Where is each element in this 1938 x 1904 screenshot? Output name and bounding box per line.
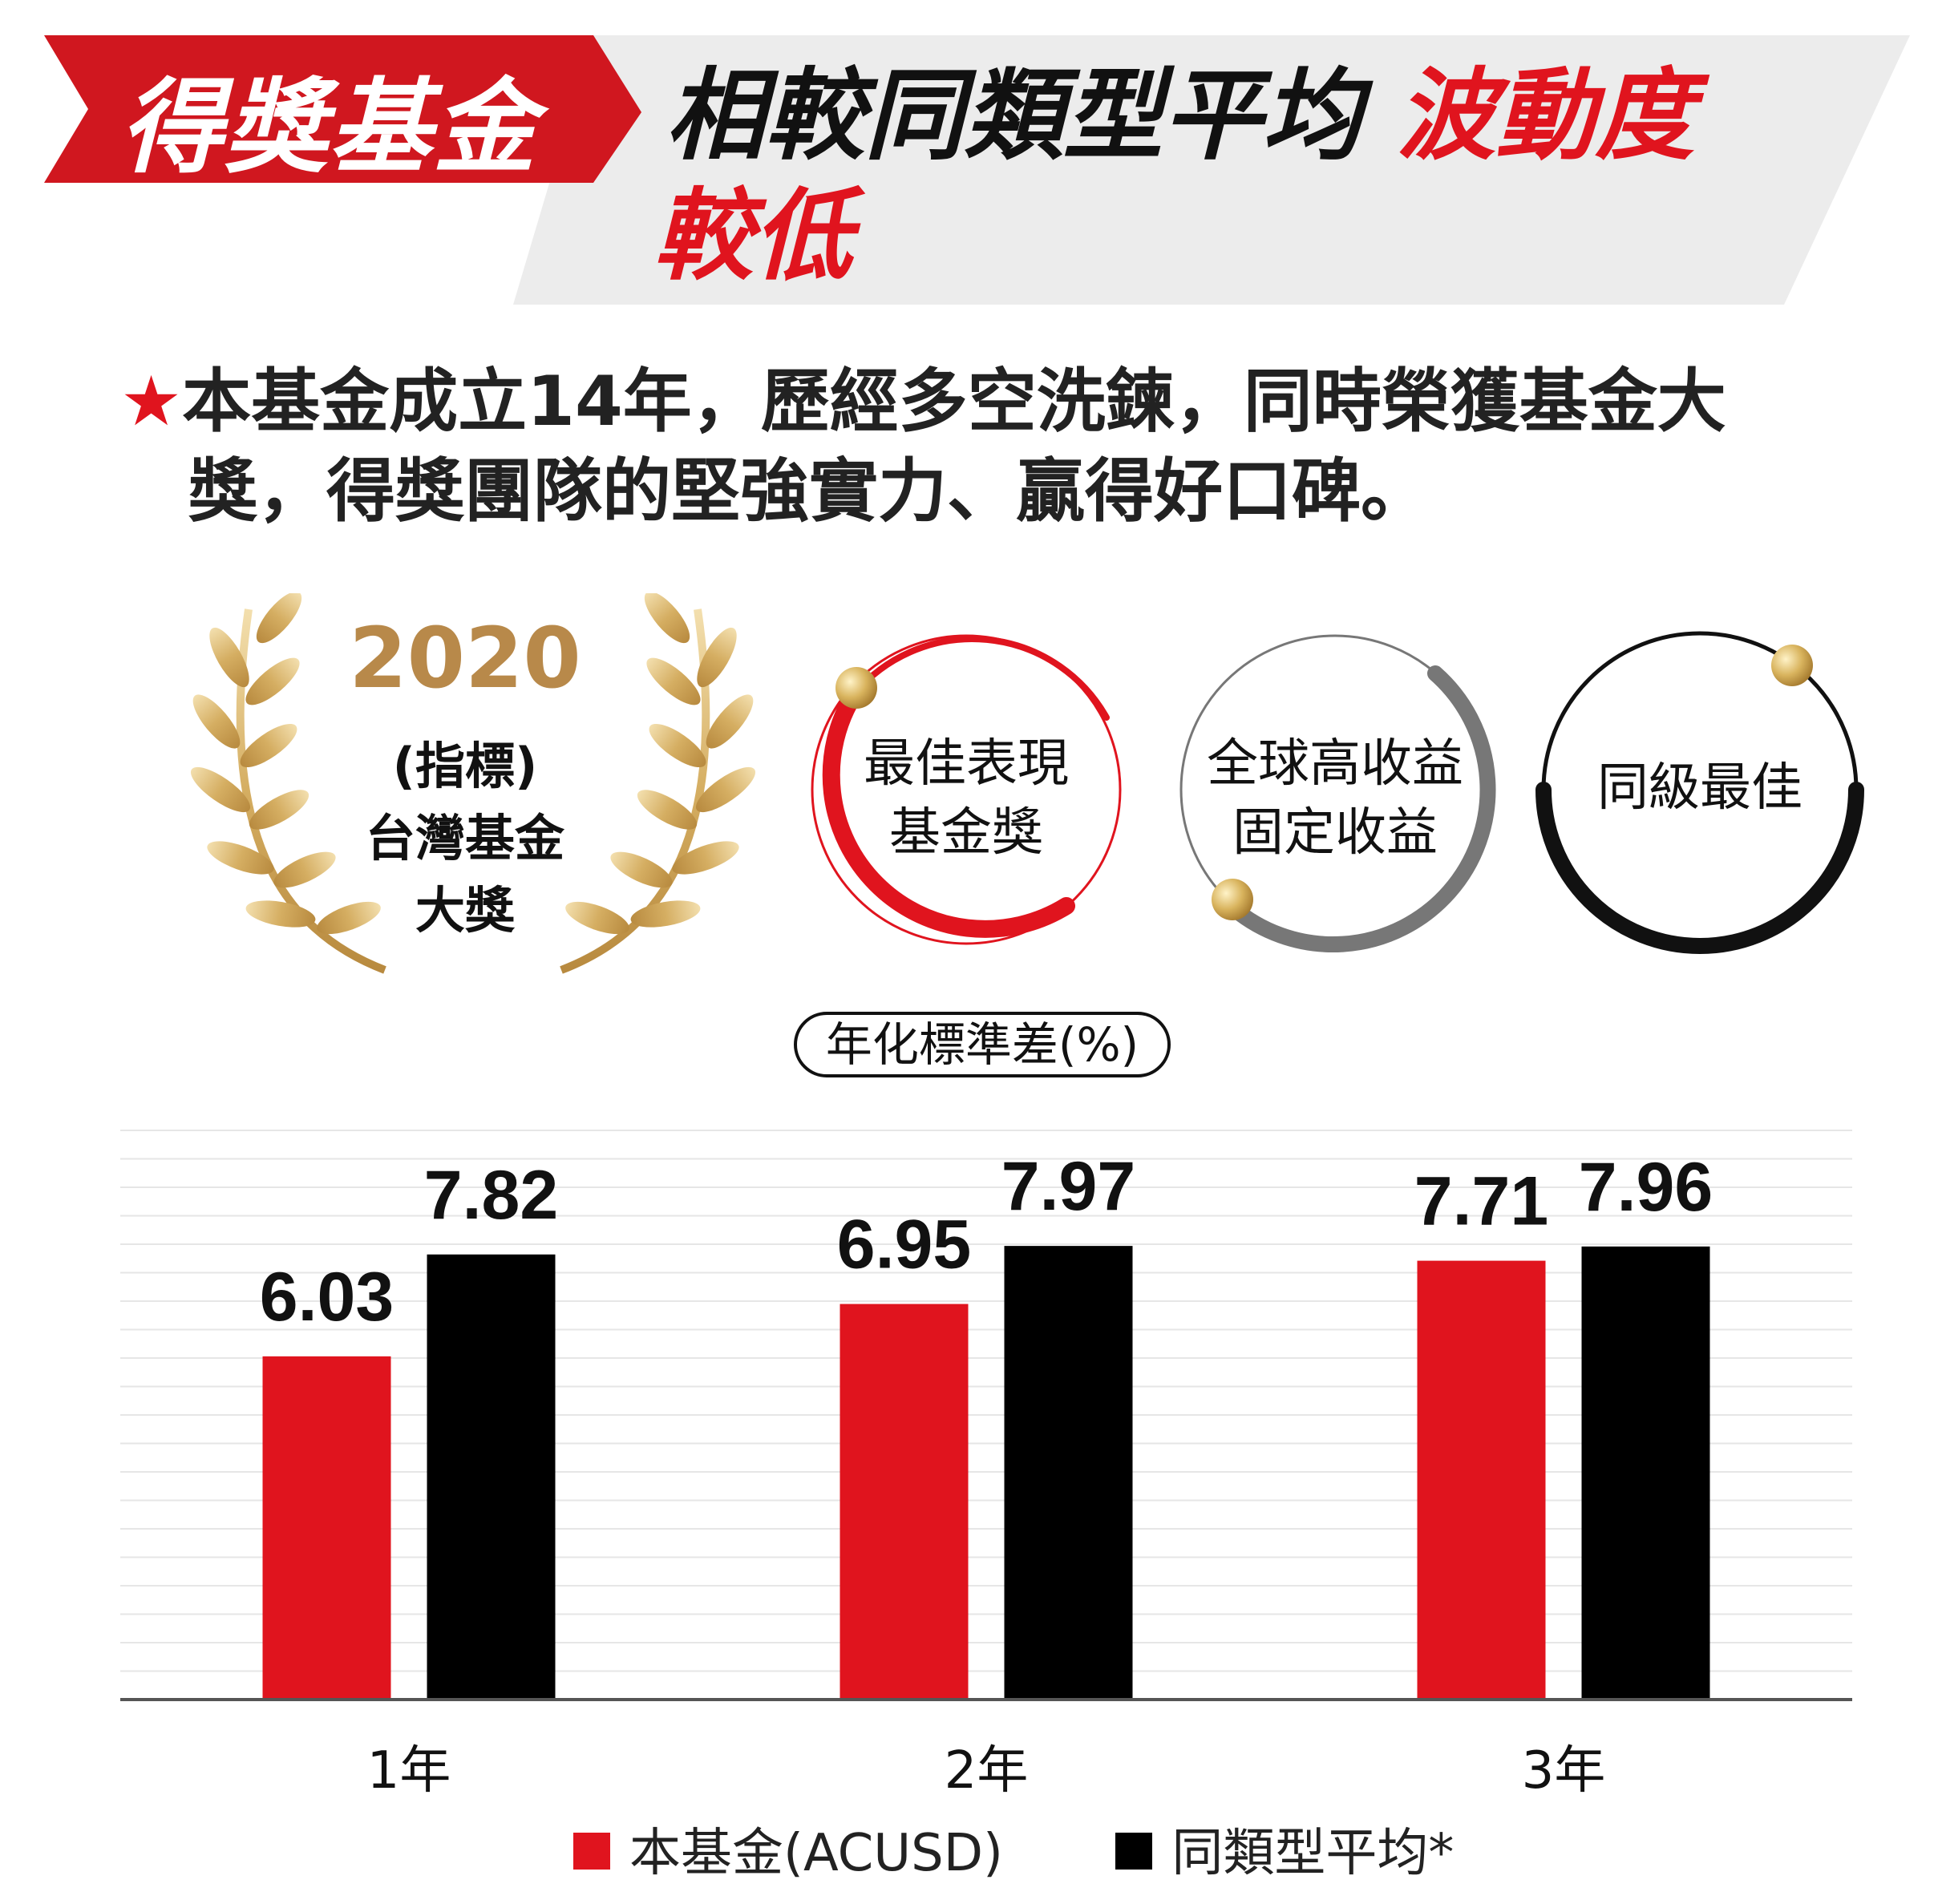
header-headline: 相較同類型平均 波動度 較低 <box>653 56 1884 297</box>
bar-value-label: 7.71 <box>1414 1163 1548 1240</box>
chart-legend: 本基金(ACUSD) 同類型平均* <box>573 1812 1550 1886</box>
chart-title: 年化標準差(%) <box>794 1012 1171 1077</box>
star-icon: ★ <box>120 362 183 442</box>
circle-2-text: 全球高收益 固定收益 <box>1199 730 1471 867</box>
circle-1-ring <box>822 685 1075 938</box>
gold-ball-icon <box>835 667 877 709</box>
laurel-left-branch <box>190 593 386 974</box>
award-year: 2020 <box>349 609 581 707</box>
circle-3-ring <box>1535 782 1864 954</box>
bar <box>427 1254 556 1700</box>
header-red-badge <box>44 35 641 183</box>
gold-ball-icon <box>1212 879 1253 920</box>
intro-line-2: 獎，得獎團隊的堅強實力、贏得好口碑。 <box>188 451 1430 532</box>
legend-item-fund: 本基金(ACUSD) <box>573 1812 1003 1886</box>
circle-2-line-2: 固定收益 <box>1232 803 1438 863</box>
laurel-wreath-icon <box>190 593 756 974</box>
bar-value-label: 6.95 <box>837 1207 971 1283</box>
legend-label-peer: 同類型平均* <box>1171 1824 1455 1883</box>
laurel-right-branch <box>560 593 756 974</box>
intro-paragraph: ★本基金成立14年，歷經多空洗鍊，同時榮獲基金大 獎，得獎團隊的堅強實力、贏得好… <box>120 357 1844 536</box>
bar-chart: 6.03 7.82 1年 6.95 7.97 2年 7.71 7.96 3年 <box>120 1130 1852 1801</box>
circle-badge-2 <box>1179 634 1496 953</box>
circle-1-line-2: 基金獎 <box>889 803 1043 863</box>
x-tick-label: 2年 <box>945 1741 1029 1801</box>
circle-badge-1 <box>811 634 1122 945</box>
bar <box>1417 1260 1546 1700</box>
bar <box>1581 1246 1710 1700</box>
award-circles <box>811 631 1864 954</box>
legend-label-fund: 本基金(ACUSD) <box>629 1824 1004 1883</box>
bar <box>840 1304 969 1700</box>
header-background <box>44 35 1910 305</box>
circle-badge-3 <box>1535 631 1864 954</box>
x-tick-label: 3年 <box>1522 1741 1606 1801</box>
bar-value-label: 7.97 <box>1001 1148 1135 1225</box>
circle-1-text: 最佳表現 基金獎 <box>830 730 1103 867</box>
bar <box>262 1356 391 1700</box>
headline-red: 波動度 <box>1396 59 1695 174</box>
circle-3-text: 同級最佳 <box>1564 754 1836 823</box>
legend-item-peer: 同類型平均* <box>1115 1812 1454 1886</box>
intro-line-1: 本基金成立14年，歷經多空洗鍊，同時榮獲基金大 <box>182 362 1726 442</box>
award-line-1: (指標) <box>392 737 538 795</box>
legend-swatch-fund <box>573 1833 610 1870</box>
header-gray-band <box>513 35 1910 305</box>
headline-main: 相較同類型平均 <box>666 59 1362 174</box>
bar-value-label: 7.96 <box>1579 1149 1713 1226</box>
header-badge-text: 得獎基金 <box>120 68 538 188</box>
headline-red-2: 較低 <box>653 179 853 294</box>
bar-value-label: 6.03 <box>260 1259 394 1336</box>
bar <box>1004 1246 1133 1700</box>
gold-ball-icon <box>1771 645 1813 686</box>
x-tick-label: 1年 <box>367 1741 451 1801</box>
circle-3-line-1: 同級最佳 <box>1597 758 1802 818</box>
award-line-3: 大獎 <box>415 881 515 940</box>
circle-2-line-1: 全球高收益 <box>1207 734 1463 794</box>
bar-value-label: 7.82 <box>424 1157 558 1234</box>
legend-swatch-peer <box>1115 1833 1153 1870</box>
award-line-2: 台灣基金 <box>365 809 564 867</box>
circle-1-line-1: 最佳表現 <box>864 734 1069 794</box>
circle-2-ring <box>1223 665 1496 953</box>
